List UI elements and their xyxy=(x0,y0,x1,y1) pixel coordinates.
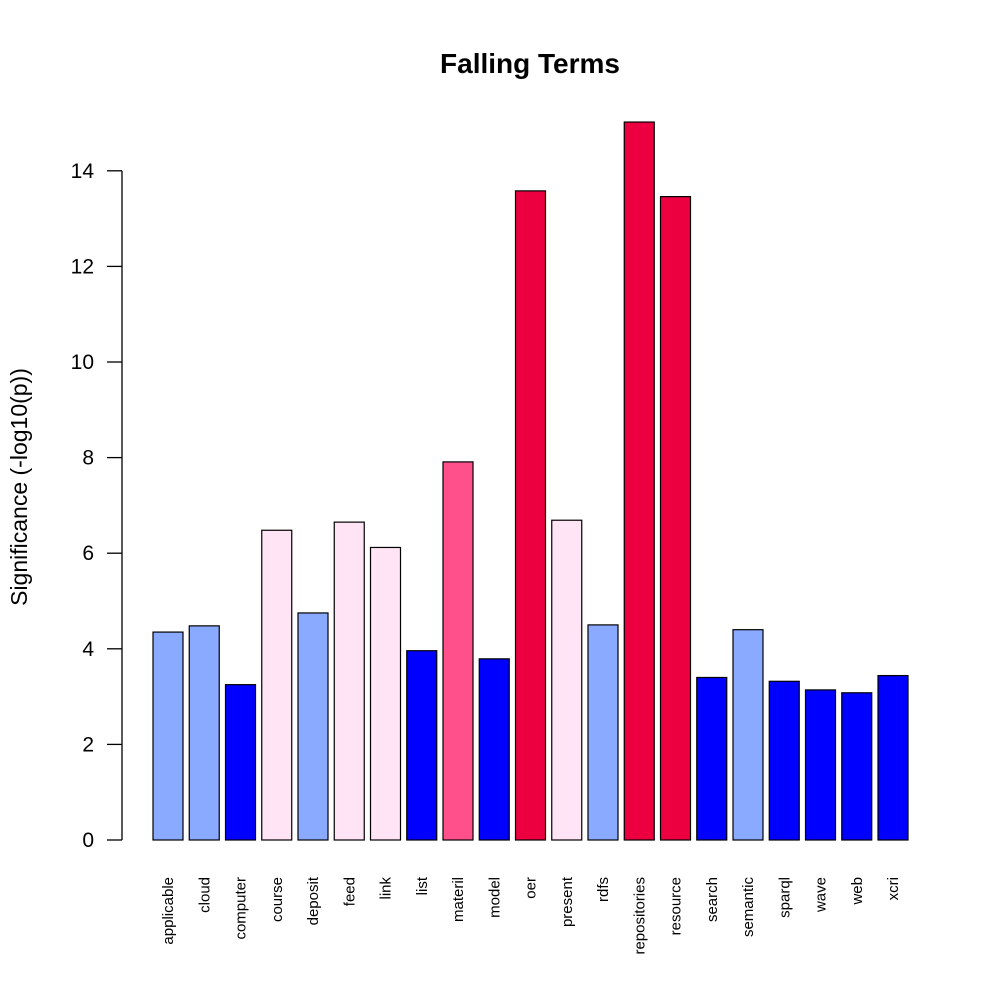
x-tick-label: semantic xyxy=(740,877,757,938)
bar-model xyxy=(478,658,510,841)
y-tick-label: 14 xyxy=(71,160,95,183)
y-tick-label: 4 xyxy=(82,638,94,661)
bar-oer xyxy=(514,190,547,841)
bar-wave xyxy=(804,689,837,841)
bar-repositories xyxy=(623,121,655,841)
y-axis: 0 2 4 6 8 10 12 14 xyxy=(71,160,123,852)
bar-course xyxy=(261,529,293,841)
x-tick-label: search xyxy=(704,877,721,922)
y-tick-label: 0 xyxy=(82,829,94,852)
chart-title: Falling Terms xyxy=(440,48,620,79)
y-tick-label: 6 xyxy=(82,542,94,565)
bar-xcri xyxy=(877,674,909,841)
x-tick-label: web xyxy=(849,877,866,906)
x-tick-label: sparql xyxy=(776,877,793,918)
bar-rdfs xyxy=(587,624,619,841)
bar-list xyxy=(406,650,438,841)
bar-deposit xyxy=(297,612,329,841)
x-tick-label: rdfs xyxy=(595,877,612,902)
x-tick-label: link xyxy=(378,877,395,900)
x-tick-label: computer xyxy=(233,877,250,940)
bar-feed xyxy=(333,521,365,841)
bar-applicable xyxy=(152,631,184,841)
bar-cloud xyxy=(188,625,220,841)
bar-link xyxy=(369,546,402,841)
bar-web xyxy=(841,692,873,841)
bar-resource xyxy=(659,196,692,841)
x-tick-label: xcri xyxy=(885,877,902,900)
y-tick-label: 2 xyxy=(82,733,94,756)
y-tick-label: 12 xyxy=(71,255,94,278)
bar-present xyxy=(551,519,583,841)
x-tick-label: course xyxy=(269,877,286,922)
bars xyxy=(152,121,909,841)
bar-semantic xyxy=(732,629,764,841)
x-tick-label: applicable xyxy=(160,877,177,945)
bar-search xyxy=(696,676,728,841)
x-tick-label: materil xyxy=(450,877,467,922)
x-tick-label: model xyxy=(486,877,503,918)
x-tick-label: list xyxy=(414,876,431,895)
x-tick-label: present xyxy=(559,876,576,927)
bar-sparql xyxy=(768,680,800,841)
x-tick-label: oer xyxy=(523,877,540,899)
y-tick-label: 8 xyxy=(82,447,94,470)
y-axis-label: Significance (-log10(p)) xyxy=(6,368,32,606)
x-tick-label: cloud xyxy=(196,877,213,913)
x-tick-label: feed xyxy=(341,877,358,906)
x-tick-label: wave xyxy=(813,877,830,913)
x-tick-label: repositories xyxy=(631,877,648,955)
x-tick-label: deposit xyxy=(305,876,322,925)
y-tick-label: 10 xyxy=(71,351,94,374)
bar-materil xyxy=(442,461,474,841)
bar-computer xyxy=(224,684,257,841)
x-tick-labels: applicable cloud computer course deposit feed… xyxy=(160,876,902,954)
x-tick-label: resource xyxy=(668,877,685,935)
